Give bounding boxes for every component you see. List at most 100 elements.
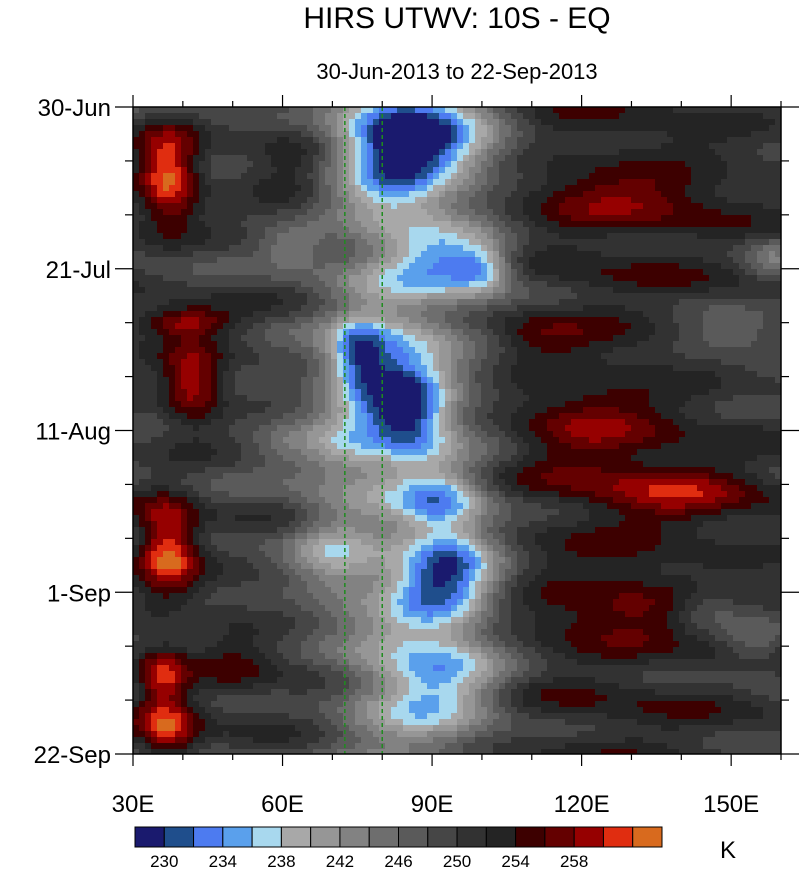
field-cell — [379, 299, 386, 306]
field-cell — [235, 227, 242, 234]
field-cell — [709, 293, 716, 300]
field-cell — [343, 353, 350, 360]
field-cell — [367, 287, 374, 294]
field-cell — [361, 353, 368, 360]
field-cell — [463, 209, 470, 216]
field-cell — [331, 317, 338, 324]
field-cell — [355, 179, 362, 186]
field-cell — [721, 149, 728, 156]
field-cell — [625, 335, 632, 342]
field-cell — [193, 305, 200, 312]
field-cell — [217, 113, 224, 120]
field-cell — [583, 227, 590, 234]
field-cell — [337, 323, 344, 330]
field-cell — [379, 227, 386, 234]
field-cell — [691, 371, 698, 378]
field-cell — [655, 311, 662, 318]
field-cell — [469, 263, 476, 270]
field-cell — [475, 251, 482, 258]
field-cell — [565, 113, 572, 120]
field-cell — [277, 107, 284, 114]
field-cell — [439, 323, 446, 330]
field-cell — [145, 275, 152, 282]
field-cell — [205, 209, 212, 216]
field-cell — [499, 269, 506, 276]
field-cell — [505, 179, 512, 186]
field-cell — [493, 257, 500, 264]
field-cell — [133, 365, 140, 372]
field-cell — [667, 209, 674, 216]
field-cell — [589, 329, 596, 336]
field-cell — [763, 107, 770, 114]
field-cell — [331, 155, 338, 162]
field-cell — [145, 335, 152, 342]
field-cell — [445, 257, 452, 264]
field-cell — [739, 209, 746, 216]
field-cell — [673, 251, 680, 258]
field-cell — [397, 311, 404, 318]
field-cell — [157, 149, 164, 156]
field-cell — [421, 335, 428, 342]
field-cell — [625, 239, 632, 246]
field-cell — [703, 317, 710, 324]
field-cell — [241, 287, 248, 294]
field-cell — [217, 227, 224, 234]
field-cell — [133, 257, 140, 264]
field-cell — [775, 365, 781, 372]
field-cell — [175, 353, 182, 360]
field-cell — [481, 305, 488, 312]
field-cell — [253, 215, 260, 222]
field-cell — [253, 269, 260, 276]
field-cell — [745, 293, 752, 300]
field-cell — [157, 239, 164, 246]
field-cell — [163, 251, 170, 258]
field-cell — [667, 353, 674, 360]
field-cell — [289, 125, 296, 132]
field-cell — [583, 317, 590, 324]
field-cell — [229, 233, 236, 240]
field-cell — [163, 329, 170, 336]
field-cell — [775, 173, 781, 180]
field-cell — [223, 371, 230, 378]
field-cell — [625, 305, 632, 312]
field-cell — [355, 185, 362, 192]
field-cell — [631, 281, 638, 288]
field-cell — [139, 143, 146, 150]
field-cell — [517, 185, 524, 192]
field-cell — [697, 227, 704, 234]
field-cell — [445, 317, 452, 324]
field-cell — [289, 161, 296, 168]
field-cell — [613, 329, 620, 336]
field-cell — [571, 221, 578, 228]
field-cell — [247, 305, 254, 312]
field-cell — [475, 359, 482, 366]
field-cell — [133, 215, 140, 222]
field-cell — [667, 263, 674, 270]
field-cell — [169, 119, 176, 126]
field-cell — [403, 263, 410, 270]
field-cell — [703, 299, 710, 306]
field-cell — [319, 305, 326, 312]
field-cell — [145, 245, 152, 252]
field-cell — [481, 143, 488, 150]
field-cell — [187, 317, 194, 324]
field-cell — [607, 359, 614, 366]
field-cell — [265, 233, 272, 240]
field-cell — [415, 125, 422, 132]
field-cell — [475, 323, 482, 330]
field-cell — [631, 125, 638, 132]
field-cell — [775, 353, 781, 360]
field-cell — [295, 203, 302, 210]
field-cell — [505, 185, 512, 192]
field-cell — [391, 335, 398, 342]
field-cell — [625, 131, 632, 138]
field-cell — [223, 341, 230, 348]
field-cell — [403, 293, 410, 300]
field-cell — [679, 191, 686, 198]
field-cell — [319, 161, 326, 168]
field-cell — [307, 281, 314, 288]
field-cell — [229, 251, 236, 258]
field-cell — [289, 383, 296, 390]
field-cell — [313, 329, 320, 336]
field-cell — [343, 191, 350, 198]
